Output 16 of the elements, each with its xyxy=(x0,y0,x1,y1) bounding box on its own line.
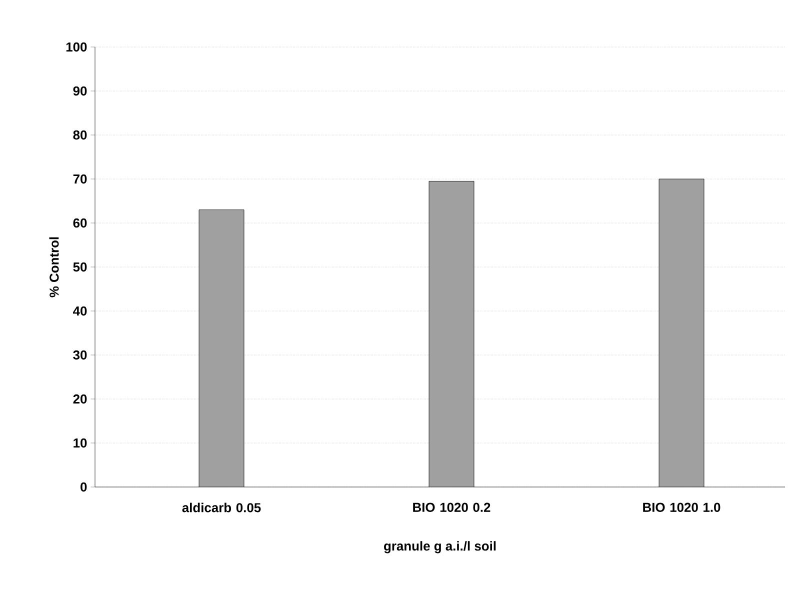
y-axis-title: % Control xyxy=(49,237,59,298)
y-tick-label: 60 xyxy=(73,218,87,228)
x-axis-title: granule g a.i./l soil xyxy=(384,541,496,554)
y-tick-label: 20 xyxy=(73,394,87,404)
y-tick-label: 80 xyxy=(73,130,87,140)
y-tick-label: 90 xyxy=(73,86,87,96)
y-tick-label: 10 xyxy=(74,438,87,448)
y-tick-label: 0 xyxy=(80,482,87,492)
y-tick-label: 50 xyxy=(73,262,87,272)
x-tick-label: BIO 1020 0.2 xyxy=(413,502,490,512)
y-tick-label: 40 xyxy=(73,306,87,316)
y-tick-label: 70 xyxy=(73,174,87,184)
y-tick-label: 30 xyxy=(73,350,87,360)
x-tick-label: aldicarb 0.05 xyxy=(182,502,261,512)
x-tick-label: BIO 1020 1.0 xyxy=(643,502,720,512)
y-tick-label: 100 xyxy=(66,42,87,52)
